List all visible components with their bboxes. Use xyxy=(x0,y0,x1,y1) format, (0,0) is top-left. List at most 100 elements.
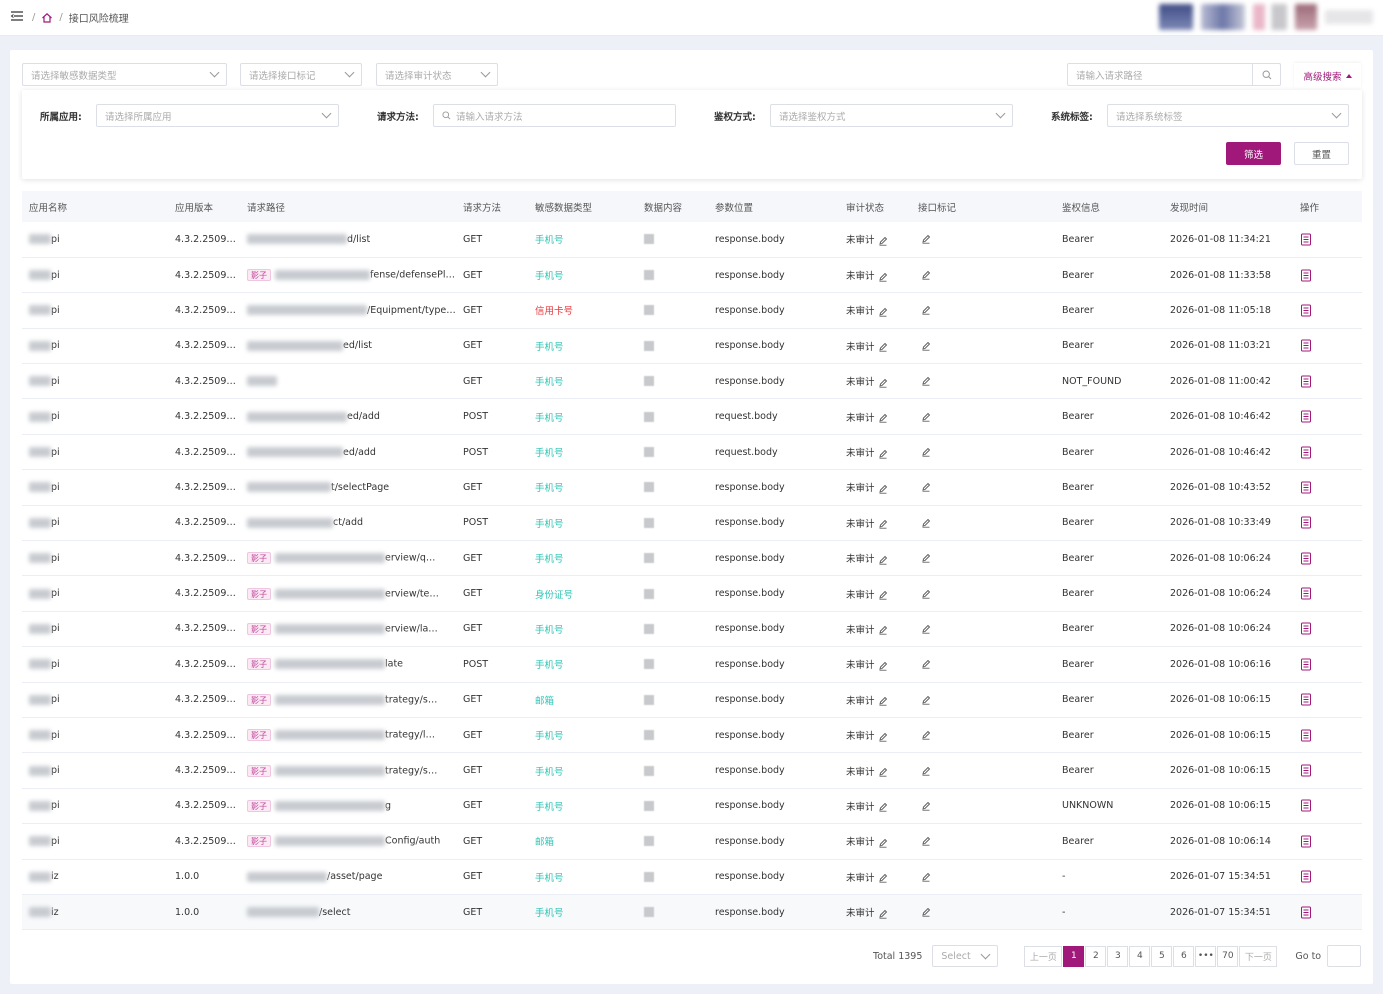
avatar[interactable] xyxy=(1201,4,1245,30)
edit-icon[interactable] xyxy=(921,482,931,493)
request-path[interactable]: late xyxy=(385,658,404,670)
detail-icon[interactable] xyxy=(1300,552,1312,565)
edit-icon[interactable] xyxy=(921,553,931,563)
method-input[interactable]: 请输入请求方法 xyxy=(433,104,676,127)
request-path[interactable]: /select xyxy=(319,906,351,918)
request-path[interactable]: ed/add xyxy=(347,411,380,423)
edit-icon[interactable] xyxy=(921,730,931,740)
edit-icon[interactable] xyxy=(878,413,888,423)
search-button[interactable] xyxy=(1252,63,1281,86)
auth-select[interactable]: 请选择鉴权方式 xyxy=(770,104,1013,127)
table-row[interactable]: iz 1.0.0/asset/page GET 手机号 response.body 未审计… xyxy=(22,859,1362,895)
request-path-cell[interactable] xyxy=(240,363,456,400)
app-select[interactable]: 请选择所属应用 xyxy=(96,104,339,127)
edit-icon[interactable] xyxy=(921,341,931,351)
edit-icon[interactable] xyxy=(878,272,888,282)
table-row[interactable]: pi 4.3.2.2509… ed/add POST 手机号 request.body 未审… xyxy=(22,398,1362,435)
request-path[interactable]: trategy/s… xyxy=(385,694,438,706)
request-path-cell[interactable]: 影子 trategy/s… xyxy=(240,752,456,789)
detail-icon[interactable] xyxy=(1300,339,1312,352)
table-row[interactable]: pi 4.3.2.2509… 影子 trategy/s… GET 手机号 response.… xyxy=(22,752,1362,789)
detail-icon[interactable] xyxy=(1300,410,1312,423)
edit-icon[interactable] xyxy=(878,873,888,883)
request-path-cell[interactable]: d/list xyxy=(240,222,456,258)
edit-icon[interactable] xyxy=(878,909,888,919)
interface-mark-select[interactable]: 请选择接口标记 xyxy=(240,63,362,86)
request-path-cell[interactable]: 影子 trategy/s… xyxy=(240,682,456,718)
page-button[interactable]: 1 xyxy=(1063,945,1085,967)
detail-icon[interactable] xyxy=(1300,446,1312,459)
detail-icon[interactable] xyxy=(1300,870,1312,883)
request-path[interactable]: d/list xyxy=(347,233,371,245)
audit-status-select[interactable]: 请选择审计状态 xyxy=(376,63,498,86)
request-path-cell[interactable]: ed/add xyxy=(240,398,456,435)
detail-icon[interactable] xyxy=(1300,693,1312,706)
table-row[interactable]: pi 4.3.2.2509… 影子 erview/q… GET 手机号 response.b… xyxy=(22,540,1362,577)
page-size-select[interactable]: Select xyxy=(932,945,999,967)
detail-icon[interactable] xyxy=(1300,269,1312,282)
edit-icon[interactable] xyxy=(878,342,888,352)
request-path[interactable]: t/selectPage xyxy=(331,481,390,493)
detail-icon[interactable] xyxy=(1300,622,1312,635)
page-button[interactable]: 2 xyxy=(1085,945,1107,967)
request-path[interactable]: ct/add xyxy=(333,517,364,529)
table-row[interactable]: pi 4.3.2.2509… 影子 erview/la… GET 手机号 response.… xyxy=(22,611,1362,648)
edit-icon[interactable] xyxy=(878,519,888,529)
detail-icon[interactable] xyxy=(1300,233,1312,246)
table-row[interactable]: pi 4.3.2.2509… ed/list GET 手机号 response.body 未… xyxy=(22,328,1362,365)
request-path[interactable]: erview/q… xyxy=(385,552,436,564)
edit-icon[interactable] xyxy=(921,624,931,634)
request-path[interactable]: erview/te… xyxy=(385,588,439,600)
detail-icon[interactable] xyxy=(1300,906,1312,919)
request-path-cell[interactable]: ct/add xyxy=(240,505,456,542)
table-row[interactable]: pi 4.3.2.2509… 影子 g GET 手机号 response.body 未审计 UN… xyxy=(22,788,1362,825)
request-path-cell[interactable]: 影子 trategy/l… xyxy=(240,717,456,754)
table-row[interactable]: pi 4.3.2.2509… t/selectPage GET 手机号 response.… xyxy=(22,469,1362,506)
prev-page-button[interactable]: 上一页 xyxy=(1024,945,1063,967)
edit-icon[interactable] xyxy=(878,449,888,459)
detail-icon[interactable] xyxy=(1300,835,1312,848)
request-path-cell[interactable]: 影子 erview/te… xyxy=(240,575,456,612)
request-path-cell[interactable]: 影子 g xyxy=(240,788,456,825)
edit-icon[interactable] xyxy=(878,378,888,388)
request-path-cell[interactable]: ed/list xyxy=(240,328,456,365)
table-row[interactable]: pi 4.3.2.2509… 影子 trategy/s… GET 邮箱 response.b… xyxy=(22,682,1362,718)
edit-icon[interactable] xyxy=(921,447,931,457)
request-path[interactable]: ed/add xyxy=(343,446,376,458)
request-path[interactable]: fense/defensePlug/vis… xyxy=(370,269,456,281)
edit-icon[interactable] xyxy=(921,234,931,245)
request-path[interactable]: ed/list xyxy=(343,340,373,352)
edit-icon[interactable] xyxy=(878,236,888,246)
edit-icon[interactable] xyxy=(878,307,888,317)
goto-input[interactable] xyxy=(1327,945,1362,967)
edit-icon[interactable] xyxy=(921,801,931,811)
avatar[interactable] xyxy=(1159,4,1193,30)
detail-icon[interactable] xyxy=(1300,375,1312,388)
edit-icon[interactable] xyxy=(878,555,888,565)
edit-icon[interactable] xyxy=(878,661,888,671)
page-button[interactable]: ••• xyxy=(1195,945,1217,967)
request-path[interactable]: trategy/l… xyxy=(385,729,436,741)
menu-toggle-icon[interactable] xyxy=(10,9,24,23)
edit-icon[interactable] xyxy=(921,695,931,705)
table-row[interactable]: iz 1.0.0/select GET 手机号 response.body 未审计 -202… xyxy=(22,894,1362,931)
request-path-cell[interactable]: 影子 erview/q… xyxy=(240,540,456,577)
page-button[interactable]: 4 xyxy=(1129,945,1151,967)
request-path[interactable]: /Equipment/type/select xyxy=(367,304,456,316)
edit-icon[interactable] xyxy=(921,589,931,599)
page-button[interactable]: 5 xyxy=(1151,945,1173,967)
edit-icon[interactable] xyxy=(921,907,931,917)
home-icon[interactable] xyxy=(41,12,53,24)
table-row[interactable]: pi 4.3.2.2509… d/list GET 手机号 response.body 未审… xyxy=(22,222,1362,258)
system-tag-select[interactable]: 请选择系统标签 xyxy=(1107,104,1349,127)
request-path-cell[interactable]: /asset/page xyxy=(240,859,456,895)
request-path[interactable]: erview/la… xyxy=(385,623,438,635)
request-path-cell[interactable]: 影子 Config/auth xyxy=(240,823,456,860)
edit-icon[interactable] xyxy=(878,732,888,742)
table-row[interactable]: pi 4.3.2.2509… 影子 late POST 手机号 response.body 未… xyxy=(22,646,1362,683)
edit-icon[interactable] xyxy=(878,838,888,848)
detail-icon[interactable] xyxy=(1300,481,1312,494)
avatar[interactable] xyxy=(1295,4,1317,30)
detail-icon[interactable] xyxy=(1300,764,1312,777)
